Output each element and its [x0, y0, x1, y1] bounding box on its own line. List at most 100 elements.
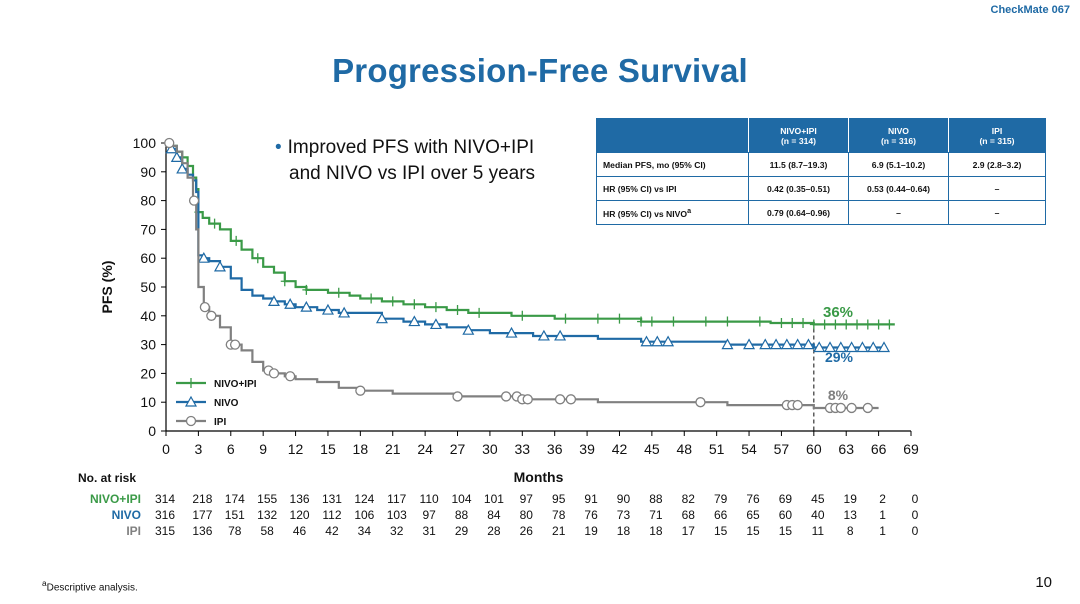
y-tick-label: 50 [140, 279, 156, 295]
table-header-nivo: NIVO (n = 316) [848, 118, 949, 153]
landmark-value-label: 8% [828, 387, 849, 403]
risk-count: 151 [225, 508, 245, 522]
censor-mark [537, 329, 550, 341]
risk-count: 78 [552, 508, 566, 522]
table-cell: – [848, 200, 949, 225]
risk-count: 32 [390, 524, 404, 538]
censor-mark [213, 260, 227, 272]
legend-marker-icon [187, 378, 195, 388]
x-tick-label: 30 [482, 441, 498, 457]
censor-mark [770, 338, 783, 350]
footnote: aDescriptive analysis. [42, 578, 138, 594]
censor-mark [253, 253, 262, 264]
y-tick-label: 30 [140, 337, 156, 353]
risk-count: 174 [225, 492, 245, 506]
risk-count: 18 [649, 524, 663, 538]
risk-count: 76 [584, 508, 598, 522]
y-tick-label: 70 [140, 221, 156, 237]
risk-count: 73 [617, 508, 631, 522]
censor-mark [743, 338, 756, 350]
table-cell: 6.9 (5.1–10.2) [848, 152, 949, 177]
censor-mark [206, 310, 217, 321]
x-tick-label: 69 [903, 441, 919, 457]
y-tick-label: 20 [140, 365, 156, 381]
risk-count: 97 [422, 508, 436, 522]
legend-marker-icon [185, 415, 197, 427]
censor-mark [877, 341, 891, 353]
x-axis-title: Months [514, 469, 564, 485]
censor-mark [165, 142, 178, 154]
censor-mark [824, 341, 837, 353]
risk-count: 1 [879, 524, 886, 538]
risk-count: 19 [844, 492, 858, 506]
censor-mark [777, 318, 786, 328]
censor-mark [835, 402, 846, 414]
censor-mark [755, 316, 764, 327]
table-row: HR (95% CI) vs NIVOa 0.79 (0.64–0.96) – … [596, 200, 1046, 225]
censor-mark [452, 391, 463, 402]
series-line-nivo [166, 141, 884, 349]
x-tick-label: 12 [288, 441, 304, 457]
censor-mark [874, 319, 883, 330]
censor-mark [176, 162, 189, 174]
censor-mark [695, 397, 706, 408]
risk-count: 132 [257, 508, 277, 522]
x-tick-label: 54 [741, 441, 757, 457]
censor-mark [284, 298, 297, 309]
censor-mark [701, 316, 710, 327]
x-tick-label: 18 [353, 441, 369, 457]
y-tick-label: 100 [133, 135, 157, 151]
censor-mark [809, 319, 818, 330]
x-tick-label: 63 [838, 441, 854, 457]
y-tick-label: 0 [148, 423, 156, 439]
censor-mark [885, 319, 894, 330]
y-axis-title: PFS (%) [99, 261, 115, 314]
censor-mark [863, 319, 872, 330]
y-tick-label: 80 [140, 193, 156, 209]
censor-mark [554, 329, 567, 341]
landmark-value-label: 36% [823, 304, 853, 321]
risk-count: 90 [617, 492, 631, 506]
risk-count: 65 [746, 508, 760, 522]
risk-count: 28 [487, 524, 501, 538]
censor-mark [518, 310, 527, 321]
risk-count: 95 [552, 492, 566, 506]
censor-mark [802, 338, 815, 350]
censor-mark [338, 306, 351, 318]
risk-count: 40 [811, 508, 825, 522]
risk-count: 78 [228, 524, 242, 538]
censor-mark [268, 368, 280, 379]
legend-label: NIVO+IPI [214, 379, 257, 390]
bullet-line-1: Improved PFS with NIVO+IPI [287, 137, 535, 158]
risk-count: 15 [779, 524, 793, 538]
risk-count: 155 [257, 492, 277, 506]
table-header-blank [596, 118, 749, 153]
censor-mark [799, 318, 808, 328]
censor-mark [164, 137, 175, 149]
censor-mark [791, 338, 804, 350]
bullet-dot-icon: • [275, 137, 282, 158]
risk-count: 120 [290, 508, 310, 522]
risk-count: 19 [584, 524, 598, 538]
censor-mark [723, 316, 732, 327]
censor-mark [170, 151, 183, 162]
risk-count: 66 [714, 508, 728, 522]
risk-count: 82 [682, 492, 696, 506]
censor-mark [867, 341, 880, 353]
risk-count: 60 [779, 508, 793, 522]
censor-mark [232, 235, 241, 246]
table-cell: – [948, 200, 1046, 225]
censor-mark [431, 302, 440, 313]
censor-mark [788, 318, 797, 328]
x-tick-label: 9 [259, 441, 267, 457]
censor-mark [831, 319, 840, 330]
risk-count: 91 [584, 492, 598, 506]
censor-mark [792, 399, 803, 411]
y-tick-label: 90 [140, 164, 156, 180]
risk-count: 104 [452, 492, 472, 506]
risk-count: 17 [682, 524, 696, 538]
censor-mark [615, 313, 624, 324]
censor-mark [780, 338, 793, 350]
x-tick-label: 48 [676, 441, 692, 457]
